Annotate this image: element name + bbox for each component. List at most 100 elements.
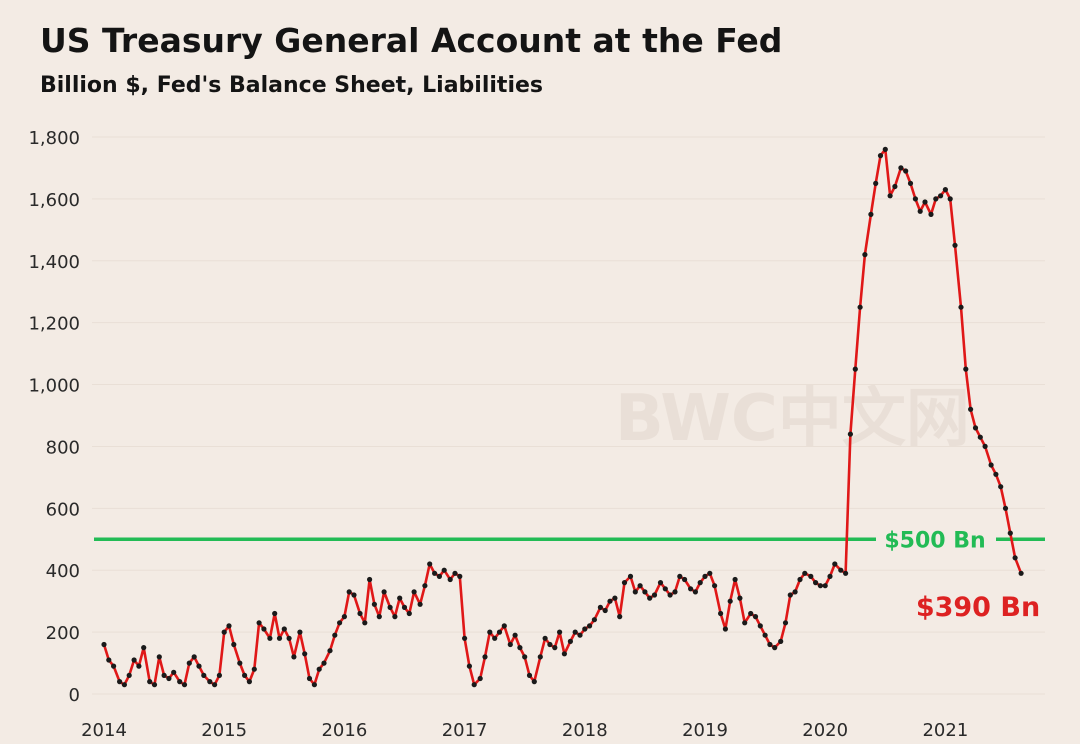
data-point	[436, 573, 442, 580]
data-point	[732, 576, 738, 583]
data-point	[862, 252, 868, 258]
data-point	[877, 153, 884, 159]
x-tick-label: 2021	[922, 720, 968, 741]
data-point	[632, 589, 638, 595]
data-point	[688, 586, 694, 592]
plot-area	[101, 146, 1024, 688]
data-point	[441, 567, 447, 573]
data-point	[242, 672, 248, 679]
data-point	[376, 614, 382, 620]
data-point	[101, 641, 107, 648]
data-point	[267, 635, 273, 641]
data-point	[1007, 530, 1013, 536]
data-point	[276, 635, 283, 641]
data-point	[177, 679, 183, 685]
data-point	[998, 484, 1004, 490]
data-point	[256, 620, 262, 626]
data-point	[968, 406, 974, 412]
data-point	[332, 632, 338, 638]
data-point	[907, 180, 914, 186]
data-point	[357, 610, 363, 617]
data-point	[657, 580, 664, 586]
data-point	[447, 576, 453, 583]
data-point	[316, 666, 322, 672]
data-point	[512, 632, 518, 638]
data-point	[477, 675, 483, 682]
data-point	[557, 629, 563, 635]
y-tick-label: 1,800	[28, 128, 80, 149]
data-point	[847, 431, 854, 437]
data-point	[237, 660, 243, 666]
data-point	[121, 682, 127, 688]
data-point	[627, 573, 634, 580]
data-point	[181, 682, 188, 688]
data-point	[341, 614, 347, 620]
data-point	[982, 443, 988, 449]
data-point	[947, 196, 953, 202]
data-point	[903, 168, 909, 174]
data-point	[141, 645, 147, 651]
data-point	[637, 583, 643, 589]
data-point	[757, 623, 763, 629]
data-point	[748, 610, 754, 617]
data-point	[452, 570, 458, 576]
data-point	[898, 165, 904, 171]
data-point	[597, 604, 604, 611]
data-point	[707, 570, 713, 576]
data-point	[297, 629, 303, 635]
x-tick-label: 2016	[321, 720, 367, 741]
data-point	[677, 573, 683, 580]
data-point	[822, 583, 828, 589]
data-point	[156, 654, 162, 660]
x-tick-label: 2018	[562, 720, 608, 741]
data-point	[302, 651, 308, 657]
data-point	[1002, 505, 1009, 511]
end-value-label: $390 Bn	[916, 592, 1040, 623]
data-point	[246, 679, 252, 685]
data-point	[471, 682, 477, 688]
data-point	[602, 607, 608, 614]
data-point	[126, 672, 132, 679]
data-point	[577, 632, 583, 638]
data-point	[362, 620, 368, 626]
data-point	[482, 654, 488, 660]
data-point	[667, 592, 673, 598]
data-point	[321, 660, 327, 666]
data-point	[697, 580, 703, 586]
watermark: BWC中文网	[615, 382, 970, 456]
x-axis: 2014 2015 2016 2017 2018 2019 2020 2021	[81, 720, 968, 741]
data-point	[306, 675, 313, 682]
data-point	[922, 199, 928, 205]
data-point	[972, 425, 979, 431]
data-point	[882, 146, 888, 152]
data-point	[567, 638, 574, 645]
data-point	[742, 620, 748, 626]
data-point	[117, 679, 123, 685]
data-point	[392, 614, 398, 620]
data-point	[196, 663, 202, 669]
data-point	[226, 623, 232, 629]
data-point	[161, 672, 167, 679]
data-point	[351, 592, 357, 598]
data-point	[692, 589, 699, 595]
data-point	[221, 629, 227, 635]
y-tick-label: 1,000	[28, 376, 80, 397]
series-line	[102, 148, 1023, 687]
data-point	[582, 626, 588, 632]
data-point	[231, 641, 237, 648]
data-point	[272, 610, 278, 617]
y-tick-label: 1,200	[28, 314, 80, 335]
data-point	[1018, 570, 1024, 576]
data-point	[813, 580, 819, 586]
data-point	[737, 595, 743, 601]
data-point	[591, 617, 598, 623]
data-point	[432, 570, 438, 576]
y-tick-label: 0	[69, 685, 80, 706]
data-point	[621, 580, 628, 586]
data-point	[827, 573, 833, 580]
data-point	[993, 471, 999, 477]
data-point	[401, 604, 408, 611]
x-tick-label: 2015	[201, 720, 247, 741]
data-point	[466, 663, 472, 669]
